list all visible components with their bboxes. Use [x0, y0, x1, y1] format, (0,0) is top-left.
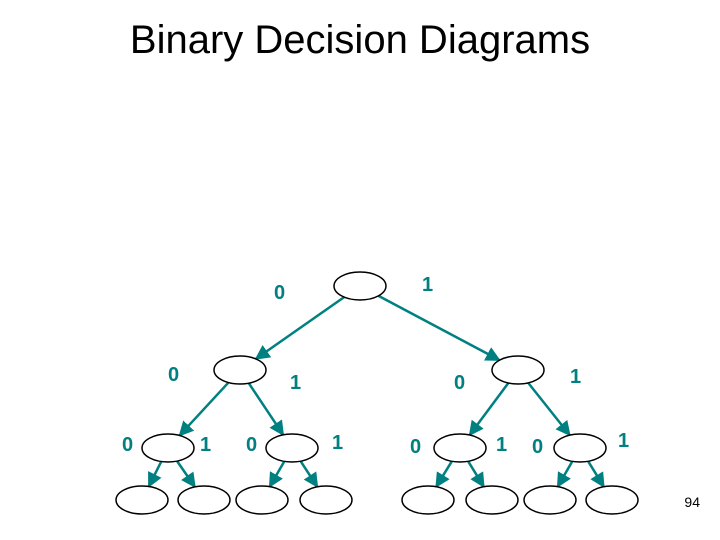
edge-label: 0: [410, 436, 421, 459]
tree-edge: [180, 383, 229, 436]
tree-edge: [256, 297, 344, 359]
edge-label: 1: [332, 432, 343, 455]
tree-edge: [558, 461, 573, 486]
tree-edge: [468, 461, 484, 486]
tree-node: [554, 434, 606, 462]
tree-edge: [177, 461, 195, 487]
edge-label: 1: [496, 434, 507, 457]
edge-label: 1: [422, 274, 433, 297]
edge-label: 1: [290, 372, 301, 395]
tree-node: [402, 486, 454, 514]
tree-node: [236, 486, 288, 514]
edge-label: 0: [454, 372, 465, 395]
edge-label: 0: [168, 364, 179, 387]
tree-node: [214, 356, 266, 384]
tree-node: [492, 356, 544, 384]
tree-edge: [470, 383, 509, 435]
tree-node: [266, 434, 318, 462]
tree-node: [116, 486, 168, 514]
tree-node: [300, 486, 352, 514]
tree-node: [524, 486, 576, 514]
bdd-diagram: [0, 0, 720, 540]
edge-label: 1: [618, 430, 629, 453]
edge-label: 0: [274, 282, 285, 305]
tree-node: [178, 486, 230, 514]
edge-label: 0: [246, 434, 257, 457]
tree-node: [434, 434, 486, 462]
edge-label: 0: [532, 436, 543, 459]
tree-node: [586, 486, 638, 514]
edge-label: 1: [200, 434, 211, 457]
tree-edge: [588, 461, 604, 486]
tree-edge: [301, 461, 318, 487]
tree-edge: [149, 462, 161, 487]
tree-edge: [249, 383, 283, 435]
tree-edge: [379, 296, 500, 360]
tree-node: [334, 272, 386, 300]
tree-edge: [270, 461, 285, 486]
tree-node: [466, 486, 518, 514]
tree-node: [142, 434, 194, 462]
edge-label: 0: [122, 434, 133, 457]
edge-label: 1: [570, 366, 581, 389]
tree-edge: [528, 383, 570, 435]
tree-edge: [436, 461, 452, 486]
